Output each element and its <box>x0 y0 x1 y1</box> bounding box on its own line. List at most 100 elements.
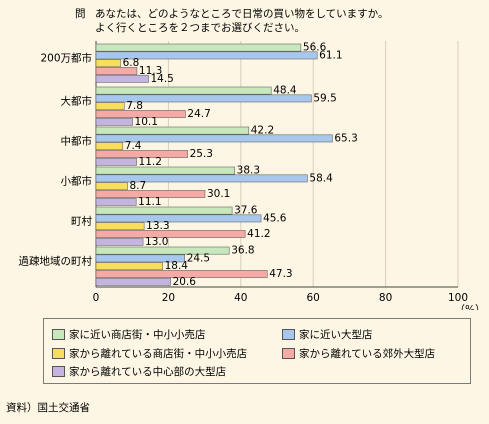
bar <box>95 67 138 75</box>
bar <box>95 74 149 83</box>
bar-chart: 56.661.1 6.811.314.5 48.4 59.5 7.8 24.7 10.1 42… <box>19 41 486 310</box>
value-label: 7.4 <box>125 140 142 152</box>
bar <box>95 197 137 206</box>
bar <box>95 246 230 255</box>
bar <box>95 117 133 126</box>
legend-item-far-suburban-large-store: 家から離れている郊外大型店 <box>282 346 435 361</box>
legend-swatch <box>282 329 295 340</box>
value-label: 36.8 <box>231 245 254 257</box>
legend-swatch <box>52 329 65 340</box>
bar <box>95 102 125 111</box>
bar <box>95 277 171 286</box>
value-label: 13.0 <box>145 236 168 248</box>
bar <box>95 190 206 198</box>
category-label: 町村 <box>71 215 92 228</box>
bar <box>95 174 308 183</box>
question-line-1: あなたは、どのようなところで日常の買い物をしていますか。 <box>95 8 389 20</box>
x-tick-label: 40 <box>234 292 247 304</box>
bar <box>95 157 137 166</box>
x-unit-label: （%） <box>455 304 486 310</box>
value-label: 7.8 <box>126 100 143 112</box>
value-label: 20.6 <box>173 276 197 288</box>
bar <box>95 206 233 215</box>
value-label: 59.5 <box>313 92 336 104</box>
bar <box>95 86 272 95</box>
value-label: 58.4 <box>309 172 333 184</box>
x-tick-label: 100 <box>448 292 468 304</box>
bar <box>95 214 262 223</box>
value-label: 56.6 <box>303 42 327 54</box>
category-label: 200万都市 <box>40 52 92 65</box>
bar <box>95 150 188 158</box>
legend-swatch <box>52 348 65 359</box>
category-label: 過疎地域の町村 <box>19 255 93 268</box>
value-label: 65.3 <box>334 132 357 144</box>
x-tick-label: 80 <box>379 292 392 304</box>
value-label: 38.3 <box>237 165 260 177</box>
value-label: 13.3 <box>146 220 169 232</box>
legend-label: 家から離れている中心部の大型店 <box>69 366 227 378</box>
value-label: 18.4 <box>165 260 189 272</box>
legend-item-far-central-large-store: 家から離れている中心部の大型店 <box>52 364 226 379</box>
bars <box>95 43 333 286</box>
x-tick-label: 60 <box>307 292 320 304</box>
value-label: 45.6 <box>263 212 287 224</box>
value-label: 14.5 <box>150 73 173 85</box>
legend-item-near-large-store: 家に近い大型店 <box>282 327 373 342</box>
value-label: 6.8 <box>123 57 140 69</box>
value-label: 8.7 <box>129 180 146 192</box>
value-label: 24.7 <box>187 108 210 120</box>
source-note: 資料）国土交通省 <box>6 402 90 414</box>
bar <box>95 94 312 103</box>
legend-swatch <box>52 366 65 377</box>
bar <box>95 182 128 191</box>
bar <box>95 142 124 151</box>
question-marker: 問 <box>75 8 86 20</box>
bar <box>95 262 163 271</box>
value-label: 30.1 <box>207 188 230 200</box>
value-label: 24.5 <box>187 252 210 264</box>
bar <box>95 222 145 231</box>
legend-swatch <box>282 348 295 359</box>
value-label: 61.1 <box>319 49 342 61</box>
legend-item-far-shopping-street: 家から離れている商店街・中小小売店 <box>52 346 247 361</box>
legend: 家に近い商店街・中小小売店 家に近い大型店 家から離れている商店街・中小小売店 … <box>43 318 471 384</box>
x-tick-label: 0 <box>93 292 100 304</box>
value-label: 47.3 <box>269 268 292 280</box>
value-label: 11.2 <box>139 156 162 168</box>
value-labels: 56.661.1 6.811.314.5 48.4 59.5 7.8 24.7 10.1 42… <box>123 42 358 288</box>
legend-item-near-shopping-street: 家に近い商店街・中小小売店 <box>52 327 206 342</box>
legend-label: 家に近い商店街・中小小売店 <box>69 329 206 341</box>
value-label: 11.3 <box>139 65 162 77</box>
value-label: 48.4 <box>273 85 297 97</box>
bar <box>95 270 268 278</box>
category-label: 小都市 <box>61 175 93 188</box>
x-tick-label: 20 <box>162 292 175 304</box>
legend-label: 家から離れている郊外大型店 <box>299 348 436 360</box>
bar <box>95 51 318 60</box>
legend-label: 家に近い大型店 <box>299 329 373 341</box>
x-tick-labels: 0 20 40 60 80 100 <box>93 292 468 304</box>
question-text: 問 あなたは、どのようなところで日常の買い物をしていますか。 よく行くところを２… <box>75 7 389 35</box>
value-label: 10.1 <box>135 116 158 128</box>
legend-label: 家から離れている商店街・中小小売店 <box>69 348 248 360</box>
value-label: 37.6 <box>234 205 258 217</box>
bar <box>95 166 235 175</box>
category-label: 大都市 <box>61 95 93 108</box>
bar <box>95 43 302 52</box>
bar <box>95 134 333 143</box>
bar <box>95 59 121 68</box>
bar <box>95 110 186 118</box>
value-label: 41.2 <box>247 228 270 240</box>
value-label: 25.3 <box>190 148 213 160</box>
bar <box>95 230 246 238</box>
category-label: 中都市 <box>61 135 93 148</box>
bar <box>95 254 185 263</box>
bar <box>95 237 144 246</box>
question-line-2: よく行くところを２つまでお選びください。 <box>95 22 305 34</box>
value-label: 42.2 <box>251 125 274 137</box>
bar <box>95 126 250 135</box>
value-label: 11.1 <box>138 196 161 208</box>
